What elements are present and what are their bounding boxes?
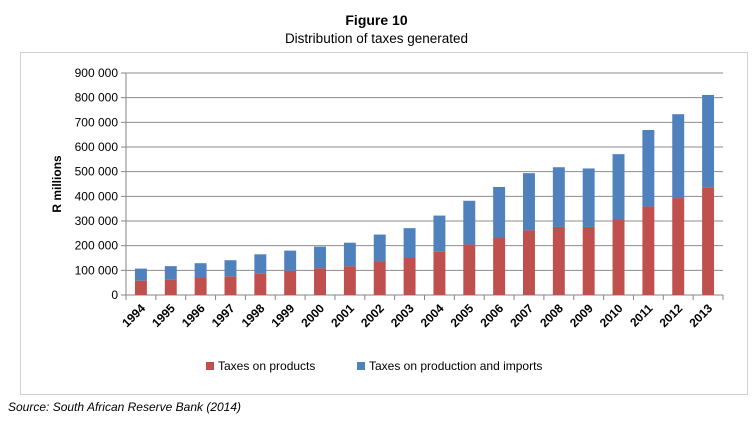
bar-taxes-on-products xyxy=(134,280,147,295)
bar-taxes-on-production-imports xyxy=(582,168,595,227)
source-note: Source: South African Reserve Bank (2014… xyxy=(8,400,242,414)
bar-taxes-on-products xyxy=(702,187,715,295)
bar-taxes-on-products xyxy=(493,237,506,295)
bar-taxes-on-products xyxy=(254,273,267,295)
bar-taxes-on-production-imports xyxy=(672,114,685,199)
x-tick-label: 2002 xyxy=(358,301,387,330)
bar-taxes-on-products xyxy=(582,226,595,295)
y-tick-label: 200 000 xyxy=(75,239,119,253)
x-tick-label: 2003 xyxy=(388,301,417,330)
legend-swatch xyxy=(206,362,214,370)
bar-taxes-on-production-imports xyxy=(164,266,177,280)
bar-taxes-on-products xyxy=(194,277,207,295)
bar-taxes-on-production-imports xyxy=(224,260,237,277)
x-tick-label: 1995 xyxy=(149,301,178,330)
bar-taxes-on-production-imports xyxy=(284,250,297,271)
bar-taxes-on-production-imports xyxy=(612,154,625,220)
bar-taxes-on-products xyxy=(284,270,297,295)
x-tick-label: 1994 xyxy=(119,301,148,330)
bar-taxes-on-production-imports xyxy=(194,263,207,278)
bar-taxes-on-production-imports xyxy=(134,268,147,281)
x-tick-label: 1999 xyxy=(269,301,298,330)
bar-taxes-on-products xyxy=(343,266,356,295)
x-tick-label: 2008 xyxy=(537,301,566,330)
x-tick-label: 2011 xyxy=(627,301,656,330)
bar-taxes-on-production-imports xyxy=(343,242,356,267)
chart-subtitle: Distribution of taxes generated xyxy=(284,31,469,46)
x-tick-label: 2001 xyxy=(328,301,357,330)
bar-taxes-on-production-imports xyxy=(552,167,565,227)
bar-taxes-on-production-imports xyxy=(254,254,267,274)
x-tick-label: 2009 xyxy=(567,301,596,330)
y-tick-label: 300 000 xyxy=(75,214,119,228)
y-tick-label: 600 000 xyxy=(75,140,119,154)
x-tick-label: 1997 xyxy=(209,301,238,330)
y-tick-label: 800 000 xyxy=(75,91,119,105)
bar-taxes-on-products xyxy=(224,276,237,295)
bar-taxes-on-products xyxy=(164,279,177,295)
bar-taxes-on-products xyxy=(523,230,535,295)
x-tick-label: 2013 xyxy=(686,301,715,330)
x-tick-label: 2012 xyxy=(657,301,686,330)
legend-swatch xyxy=(357,362,365,370)
chart-frame xyxy=(20,52,748,395)
bar-taxes-on-products xyxy=(642,206,655,295)
bar-taxes-on-products xyxy=(403,258,416,295)
bar-taxes-on-products xyxy=(672,198,685,295)
x-tick-label: 2010 xyxy=(597,301,626,330)
x-tick-label: 2007 xyxy=(507,301,536,330)
bar-taxes-on-production-imports xyxy=(523,173,535,231)
bar-taxes-on-products xyxy=(463,244,476,295)
bar-taxes-on-production-imports xyxy=(702,94,715,188)
x-tick-label: 2005 xyxy=(448,301,477,330)
y-tick-label: 900 000 xyxy=(75,66,119,80)
bar-taxes-on-products xyxy=(433,251,446,295)
y-tick-label: 0 xyxy=(111,288,118,302)
chart-title: Figure 10 xyxy=(345,12,408,28)
y-tick-label: 400 000 xyxy=(75,189,119,203)
x-tick-label: 2000 xyxy=(298,301,327,330)
bar-taxes-on-products xyxy=(612,219,625,295)
y-axis-label: R millions xyxy=(50,155,64,213)
y-tick-label: 100 000 xyxy=(75,263,119,277)
bar-taxes-on-production-imports xyxy=(403,228,416,258)
bar-taxes-on-production-imports xyxy=(463,200,476,245)
bar-taxes-on-production-imports xyxy=(433,215,446,252)
bar-taxes-on-production-imports xyxy=(493,186,506,238)
bar-taxes-on-production-imports xyxy=(642,129,655,207)
x-tick-label: 1996 xyxy=(179,301,208,330)
y-tick-label: 500 000 xyxy=(75,165,119,179)
y-tick-label: 700 000 xyxy=(75,115,119,129)
legend-label: Taxes on production and imports xyxy=(369,359,542,373)
x-tick-label: 2006 xyxy=(477,301,506,330)
legend-label: Taxes on products xyxy=(218,359,315,373)
bar-taxes-on-products xyxy=(314,268,326,295)
x-tick-label: 1998 xyxy=(239,301,268,330)
bar-taxes-on-production-imports xyxy=(314,246,326,269)
bar-taxes-on-products xyxy=(552,226,565,295)
x-tick-label: 2004 xyxy=(418,301,447,330)
bar-taxes-on-production-imports xyxy=(373,234,386,262)
bar-taxes-on-products xyxy=(373,261,386,295)
